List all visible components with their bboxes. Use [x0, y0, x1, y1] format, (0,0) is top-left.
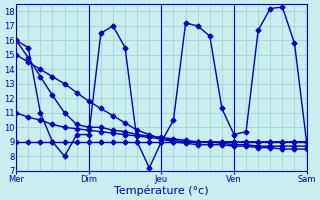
X-axis label: Température (°c): Température (°c): [114, 185, 209, 196]
